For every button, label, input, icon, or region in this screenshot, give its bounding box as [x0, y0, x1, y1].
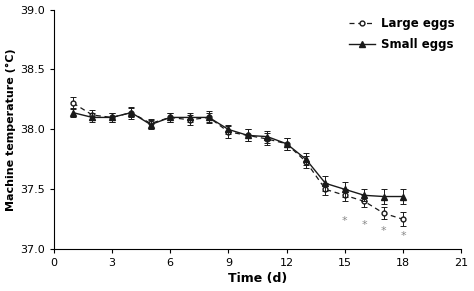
- Y-axis label: Machine temperature (°C): Machine temperature (°C): [6, 48, 16, 211]
- X-axis label: Time (d): Time (d): [228, 272, 287, 285]
- Text: *: *: [401, 231, 406, 241]
- Text: *: *: [381, 226, 386, 237]
- Text: *: *: [362, 221, 367, 230]
- Text: *: *: [342, 216, 348, 226]
- Legend: Large eggs, Small eggs: Large eggs, Small eggs: [344, 12, 459, 56]
